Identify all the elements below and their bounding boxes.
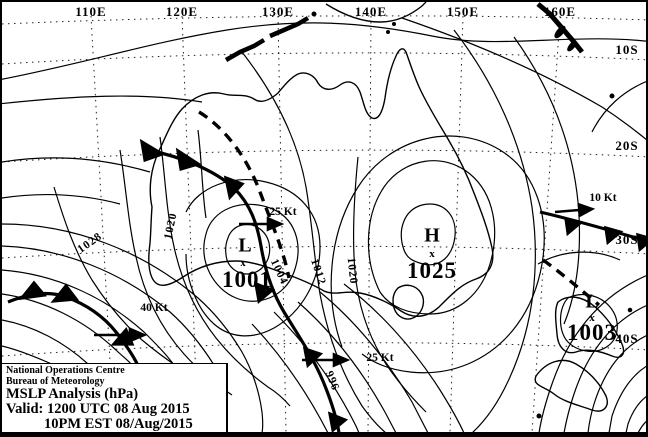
isobars xyxy=(2,17,646,432)
nz-north-island-coastline xyxy=(554,296,625,358)
longitude-label: 150E xyxy=(446,4,480,19)
latitude-label: 10S xyxy=(615,42,639,57)
longitude-label: 130E xyxy=(261,4,295,19)
nz-south-island-coastline xyxy=(534,359,608,412)
agency-bureau-line: Bureau of Meteorology xyxy=(6,376,105,387)
trough-lines xyxy=(198,110,601,307)
australia-coastline xyxy=(148,48,494,317)
low-pressure-letter: L xyxy=(585,290,599,313)
wind-speed-label: 25 Kt xyxy=(366,352,394,364)
wind-arrows xyxy=(94,202,596,368)
wind-speed-label: 10 Kt xyxy=(589,192,617,204)
islands xyxy=(224,2,633,419)
latitude-label: 30S xyxy=(615,232,639,247)
low-pressure-value: 1003 xyxy=(567,320,617,345)
front-east xyxy=(539,210,646,243)
high-pressure-letter: H xyxy=(424,224,440,247)
high-pressure-center-marker: x xyxy=(429,248,435,260)
longitude-label: 110E xyxy=(75,4,107,19)
longitude-label: 140E xyxy=(354,4,388,19)
latitude-label: 40S xyxy=(615,331,639,346)
low-pressure-letter: L xyxy=(238,234,252,257)
longitude-label: 160E xyxy=(543,4,577,19)
agency-name-line: National Operations Centre xyxy=(6,365,125,376)
longitude-label: 120E xyxy=(165,4,199,19)
chart-info-box: National Operations Centre Bureau of Met… xyxy=(2,363,228,432)
product-title: MSLP Analysis (hPa) xyxy=(6,386,139,402)
tasmania-coastline xyxy=(392,284,425,320)
low-pressure-center-marker: x xyxy=(240,257,246,269)
valid-time-utc: Valid: 1200 UTC 08 Aug 2015 xyxy=(6,401,190,417)
low-pressure-center-marker: x xyxy=(589,312,595,324)
wind-speed-label: 25 Kt xyxy=(269,206,297,218)
latitude-label: 20S xyxy=(615,138,639,153)
front-west xyxy=(7,291,142,371)
coastlines xyxy=(148,2,625,412)
cold-fronts xyxy=(7,138,646,432)
wind-speed-label: 40 Kt xyxy=(140,302,168,314)
front-central xyxy=(147,148,341,432)
low-pressure-value: 1001 xyxy=(222,267,272,292)
new-guinea-coastline xyxy=(325,2,427,23)
high-pressure-value: 1025 xyxy=(407,258,457,283)
valid-time-local: 10PM EST 08/Aug/2015 xyxy=(44,416,193,432)
